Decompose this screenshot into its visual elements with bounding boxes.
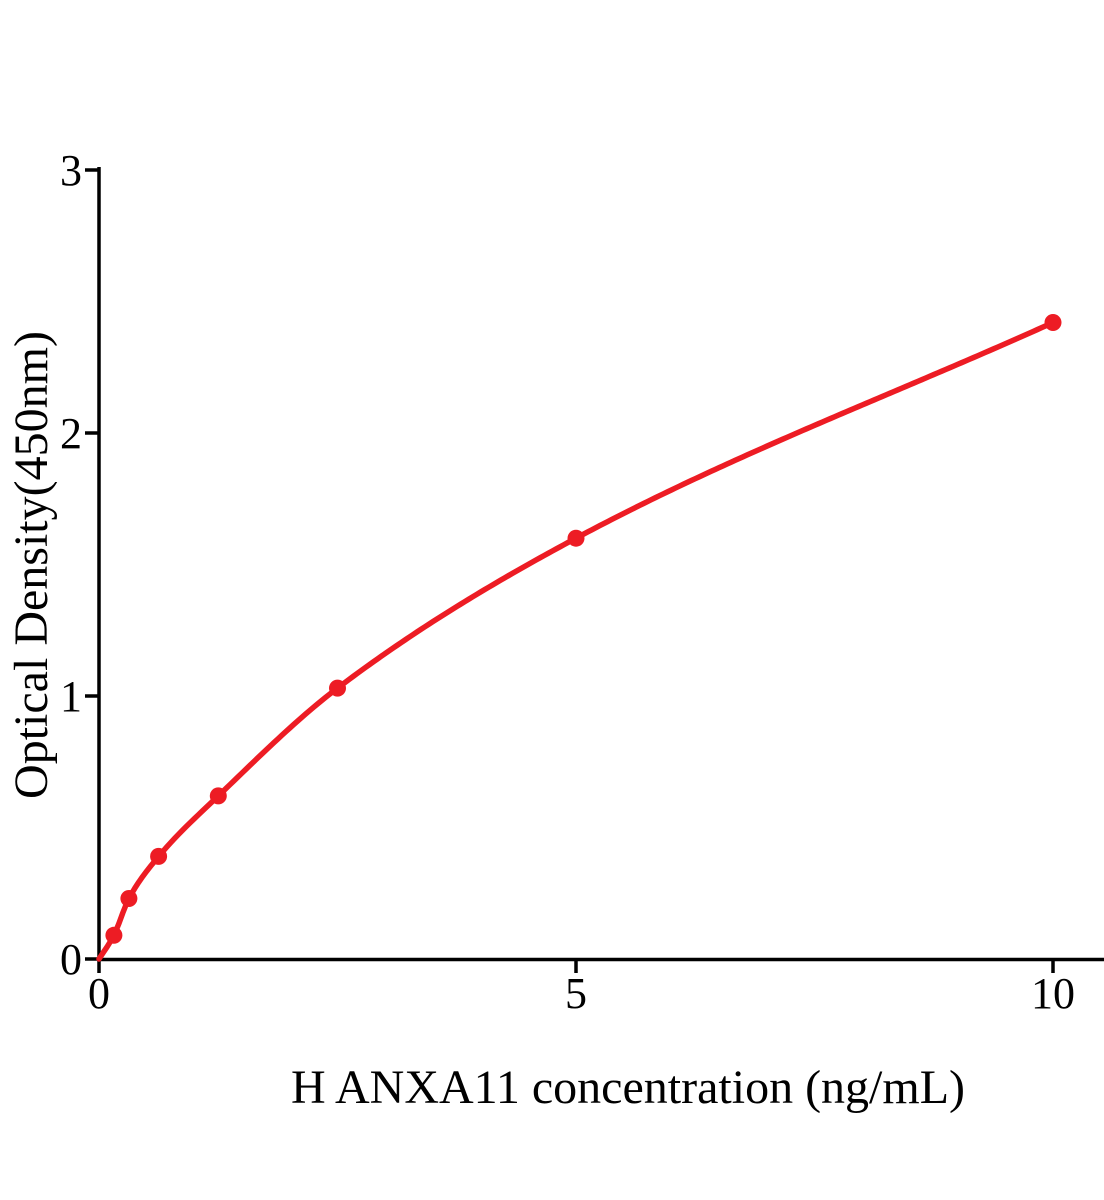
y-tick-label: 2 bbox=[60, 409, 82, 458]
data-point bbox=[567, 529, 585, 547]
data-point bbox=[105, 926, 123, 944]
x-axis-label: H ANXA11 concentration (ng/mL) bbox=[291, 1061, 965, 1114]
x-tick-label: 0 bbox=[88, 969, 110, 1018]
y-tick-label: 0 bbox=[60, 935, 82, 984]
axes: 0 5 10 0 1 2 3 bbox=[60, 146, 1104, 1018]
data-point bbox=[120, 890, 138, 907]
data-point bbox=[150, 847, 168, 865]
y-tick-label: 1 bbox=[60, 672, 82, 721]
data-point bbox=[209, 787, 227, 805]
data-series bbox=[96, 314, 1062, 962]
data-point bbox=[1044, 314, 1062, 331]
data-point bbox=[329, 679, 346, 697]
x-tick-label: 5 bbox=[565, 969, 587, 1018]
y-tick-label: 3 bbox=[60, 146, 82, 195]
x-tick-label: 10 bbox=[1031, 969, 1075, 1018]
y-axis-label: Optical Density(450nm) bbox=[5, 331, 58, 799]
standard-curve-line bbox=[96, 319, 1056, 962]
